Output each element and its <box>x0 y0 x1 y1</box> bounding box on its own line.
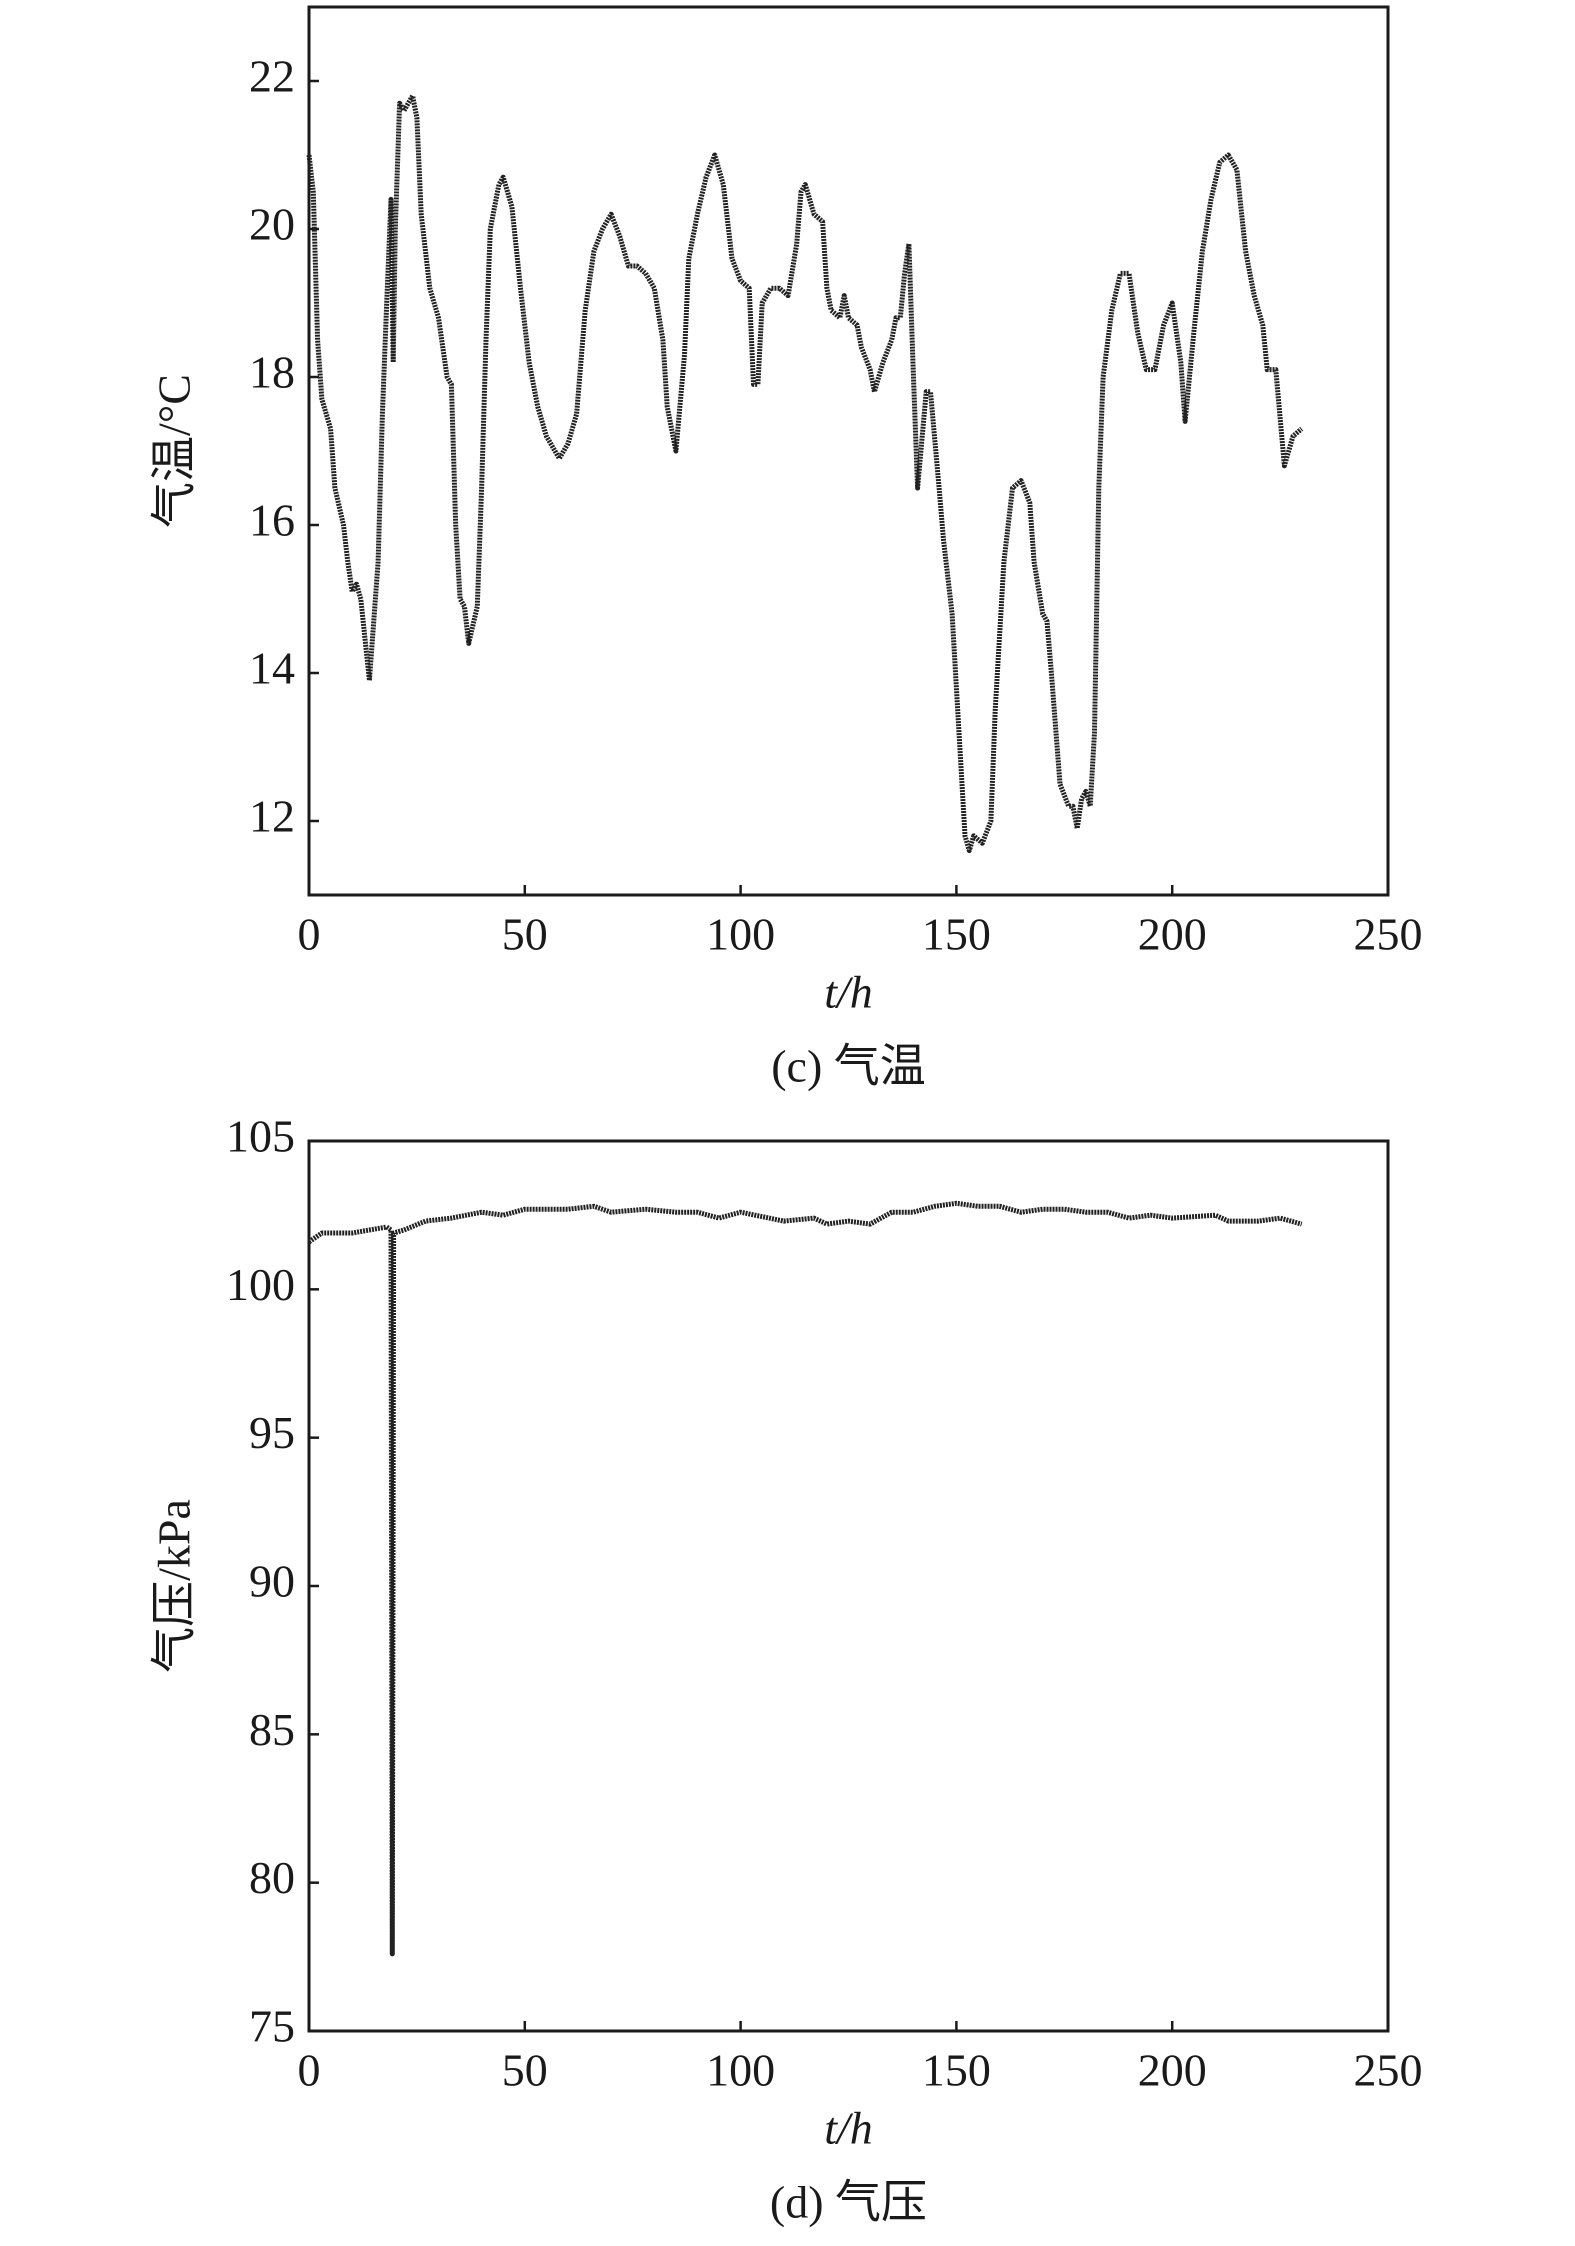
y-tick-label: 100 <box>226 1259 295 1310</box>
caption: (c) 气温 <box>771 1041 926 1092</box>
y-tick-label: 80 <box>249 1852 295 1903</box>
data-line <box>307 1200 1303 1957</box>
x-tick-label: 250 <box>1354 2045 1423 2096</box>
x-tick-label: 100 <box>706 2045 775 2096</box>
y-tick-label: 20 <box>249 199 295 250</box>
y-tick-label: 105 <box>226 1111 295 1162</box>
y-tick-label: 18 <box>249 347 295 398</box>
x-tick-label: 250 <box>1354 909 1423 960</box>
x-tick-label: 200 <box>1138 2045 1207 2096</box>
x-axis-label: t/h <box>824 967 873 1018</box>
y-tick-label: 90 <box>249 1556 295 1607</box>
x-tick-label: 0 <box>298 909 321 960</box>
y-axis-label: 气温/°C <box>149 374 200 528</box>
y-tick-label: 12 <box>249 791 295 842</box>
x-tick-label: 50 <box>502 2045 548 2096</box>
x-tick-label: 100 <box>706 909 775 960</box>
plot-frame <box>307 1139 1390 2033</box>
x-axis-label: t/h <box>824 2103 873 2154</box>
y-tick-label: 95 <box>249 1407 295 1458</box>
x-tick-label: 150 <box>922 2045 991 2096</box>
y-tick-label: 75 <box>249 2001 295 2052</box>
x-tick-label: 50 <box>502 909 548 960</box>
plot-frame <box>307 5 1390 897</box>
y-axis-label: 气压/kPa <box>149 1499 200 1673</box>
x-tick-label: 0 <box>298 2045 321 2096</box>
x-tick-label: 200 <box>1138 909 1207 960</box>
caption: (d) 气压 <box>770 2177 927 2228</box>
data-line <box>306 93 1304 854</box>
y-tick-label: 22 <box>249 51 295 102</box>
y-tick-label: 16 <box>249 495 295 546</box>
x-tick-label: 150 <box>922 909 991 960</box>
y-tick-label: 85 <box>249 1704 295 1755</box>
y-tick-label: 14 <box>249 643 295 694</box>
